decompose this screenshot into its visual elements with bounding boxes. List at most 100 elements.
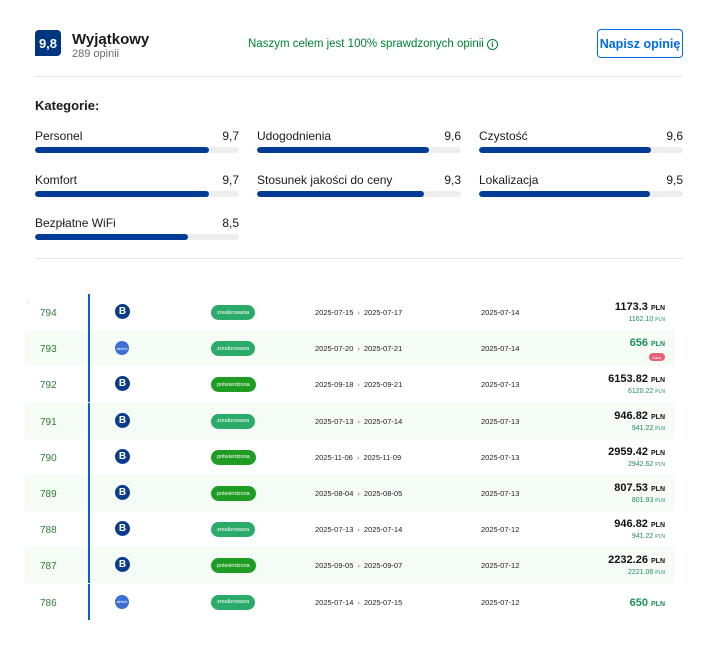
row-accent [88, 547, 90, 584]
created-date: 2025-07-14 [481, 344, 520, 354]
status-badge: zrealizowana [211, 341, 256, 357]
stay-dates: 2025-07-13 › 2025-07-14 [315, 525, 402, 534]
info-icon[interactable]: i [486, 38, 498, 50]
category-name: Stosunek jakości do ceny [257, 173, 393, 187]
booking-icon: B [115, 304, 130, 319]
category-bar [479, 147, 683, 153]
category-bar-fill [35, 191, 210, 197]
booking-id[interactable]: 787 [40, 561, 57, 573]
stay-dates: 2025-08-04 › 2025-08-05 [315, 489, 402, 498]
booking-price: 946.82 PLN [614, 410, 665, 422]
net-price-currency: PLN [655, 461, 665, 468]
table-row[interactable]: 786 airbnb zrealizowana 2025-07-14 › 2025-07-… [25, 583, 675, 620]
net-price-value: 2221.06 [628, 569, 654, 577]
write-review-button[interactable]: Napisz opinię [597, 29, 683, 58]
chevron-right-icon: › [357, 344, 360, 354]
category-value: 9,6 [444, 129, 461, 143]
category-value: 9,7 [222, 173, 239, 187]
net-price-currency: PLN [655, 317, 665, 323]
category-name: Bezpłatne WiFi [35, 216, 116, 230]
net-price: 941.22 PLN [632, 533, 665, 540]
checkin-date: 2025-07-13 [315, 525, 354, 535]
row-accent [88, 583, 90, 620]
booking-icon: B [115, 376, 130, 392]
booking-id[interactable]: 790 [40, 452, 57, 464]
booking-id[interactable]: 794 [40, 308, 57, 319]
net-price-currency: PLN [655, 570, 665, 577]
category-bar-fill [479, 147, 652, 153]
net-price-value: 941.22 [631, 533, 654, 541]
price-value: 946.82 [614, 409, 648, 422]
chevron-right-icon: › [357, 380, 360, 390]
divider [35, 76, 683, 77]
row-accent [88, 511, 90, 548]
table-row[interactable]: 793 airbnb zrealizowana 2025-07-20 › 2025-07-… [25, 330, 675, 367]
booking-id[interactable]: 789 [40, 489, 57, 500]
booking-id[interactable]: 791 [40, 416, 57, 428]
booking-id[interactable]: 786 [40, 597, 57, 609]
net-price: 1162.10 PLN [629, 316, 665, 323]
net-price: 2221.06 PLN [628, 569, 665, 576]
category-value: 9,7 [222, 129, 239, 143]
row-accent [88, 475, 90, 511]
checkin-date: 2025-07-13 [315, 416, 354, 426]
review-score-badge: 9,8 [35, 30, 61, 56]
category-bar [257, 191, 461, 197]
net-price: 6120.22 PLN [628, 388, 665, 395]
row-accent [88, 402, 90, 439]
booking-price: 2232.26 PLN [608, 554, 665, 566]
chevron-right-icon: › [357, 597, 360, 607]
category-name: Udogodnienia [257, 129, 332, 143]
booking-id[interactable]: 793 [40, 344, 57, 356]
price-value: 6153.82 [608, 373, 648, 386]
net-price-value: 6120.22 [628, 388, 654, 396]
price-currency: PLN [651, 522, 665, 530]
row-accent [88, 366, 90, 403]
price-currency: PLN [651, 486, 665, 493]
checkin-date: 2025-09-05 [315, 561, 354, 571]
category-name: Komfort [35, 173, 78, 187]
booking-icon: B [115, 557, 130, 573]
checkin-date: 2025-07-14 [315, 597, 354, 607]
booking-icon: B [115, 521, 130, 537]
chevron-right-icon: › [357, 416, 360, 426]
price-currency: PLN [651, 558, 665, 566]
airbnb-icon: airbnb [115, 341, 129, 356]
chevron-right-icon: › [357, 561, 360, 571]
net-price-value: 801.93 [631, 497, 654, 504]
created-date: 2025-07-13 [481, 416, 520, 426]
price-value: 2959.42 [608, 445, 648, 458]
row-accent [88, 294, 90, 330]
row-accent [88, 438, 90, 475]
category-bar [257, 147, 461, 153]
checkout-date: 2025-07-17 [363, 308, 403, 317]
checkin-date: 2025-11-06 [315, 452, 353, 462]
net-price-value: 941.22 [631, 424, 654, 432]
category-name: Czystość [479, 129, 528, 143]
checkout-date: 2025-08-05 [363, 489, 403, 498]
chevron-right-icon: › [357, 489, 360, 498]
net-price: 801.93 PLN [632, 497, 665, 504]
net-price: 941.22 PLN [632, 425, 665, 432]
category-bar-fill [257, 147, 430, 153]
booking-icon: B [115, 412, 130, 428]
category-bar-fill [479, 191, 650, 197]
net-price-value: 1162.10 [628, 316, 654, 323]
booking-id[interactable]: 788 [40, 525, 57, 537]
checkout-date: 2025-07-21 [363, 344, 403, 354]
category-bar-fill [35, 234, 188, 240]
booking-price: 6153.82 PLN [608, 373, 665, 385]
checkin-date: 2025-07-15 [315, 308, 354, 317]
booking-id[interactable]: 792 [40, 380, 57, 392]
category-value: 9,5 [666, 173, 683, 187]
price-currency: PLN [651, 449, 665, 457]
checkout-date: 2025-07-15 [363, 597, 403, 607]
status-badge: zrealizowana [211, 413, 256, 429]
